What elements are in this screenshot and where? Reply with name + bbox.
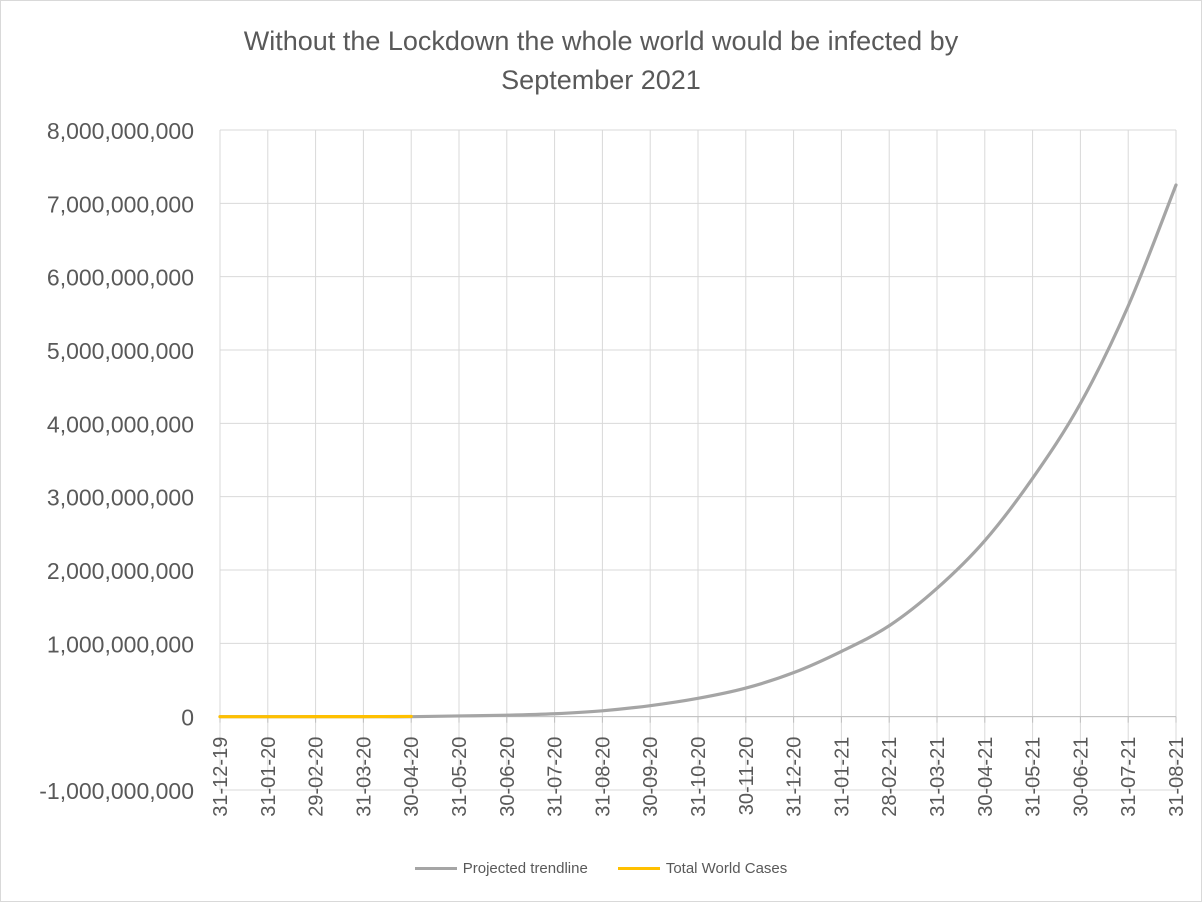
chart-title-line-1: Without the Lockdown the whole world wou… (243, 26, 959, 56)
x-tick-label: 31-08-21 (1166, 737, 1188, 817)
legend-item-total-world-cases: Total World Cases (617, 860, 788, 877)
y-tick-label: 5,000,000,000 (47, 338, 194, 364)
y-tick-label: 3,000,000,000 (47, 485, 194, 511)
chart-title: Without the Lockdown the whole world wou… (0, 22, 1202, 100)
y-tick-label: 7,000,000,000 (47, 191, 194, 217)
x-tick-label: 30-06-20 (497, 737, 519, 817)
x-tick-label: 31-05-21 (1023, 737, 1045, 817)
chart-legend: Projected trendline Total World Cases (0, 860, 1202, 877)
y-tick-label: 4,000,000,000 (47, 411, 194, 437)
y-tick-label: 6,000,000,000 (47, 265, 194, 291)
chart-title-line-2: September 2021 (501, 65, 701, 95)
x-tick-label: 31-01-20 (258, 737, 280, 817)
y-tick-label: 1,000,000,000 (47, 631, 194, 657)
x-tick-label: 31-03-20 (353, 737, 375, 817)
x-tick-label: 28-02-21 (879, 737, 901, 817)
x-tick-label: 31-12-19 (210, 737, 232, 817)
legend-item-projected: Projected trendline (414, 860, 588, 877)
legend-label-total-world-cases: Total World Cases (665, 860, 788, 877)
y-tick-label: 2,000,000,000 (47, 558, 194, 584)
x-tick-label: 31-08-20 (592, 737, 614, 817)
x-tick-label: 31-03-21 (927, 737, 949, 817)
x-tick-label: 30-04-21 (975, 737, 997, 817)
y-tick-label: -1,000,000,000 (39, 778, 194, 804)
y-tick-label: 8,000,000,000 (47, 118, 194, 144)
x-tick-label: 31-05-20 (449, 737, 471, 817)
x-tick-label: 30-09-20 (640, 737, 662, 817)
x-tick-label: 29-02-20 (306, 737, 328, 817)
x-tick-label: 31-07-20 (545, 737, 567, 817)
x-tick-label: 30-04-20 (401, 737, 423, 817)
x-tick-label: 30-11-20 (736, 737, 758, 816)
x-tick-label: 31-12-20 (784, 737, 806, 817)
legend-swatch-total-world-cases (617, 867, 660, 870)
x-tick-label: 30-06-21 (1070, 737, 1092, 817)
legend-swatch-projected (414, 867, 457, 870)
legend-label-projected: Projected trendline (462, 860, 588, 877)
x-tick-label: 31-07-21 (1118, 737, 1140, 817)
x-tick-label: 31-10-20 (688, 737, 710, 817)
y-tick-label: 0 (181, 705, 194, 731)
x-tick-label: 31-01-21 (831, 737, 853, 817)
